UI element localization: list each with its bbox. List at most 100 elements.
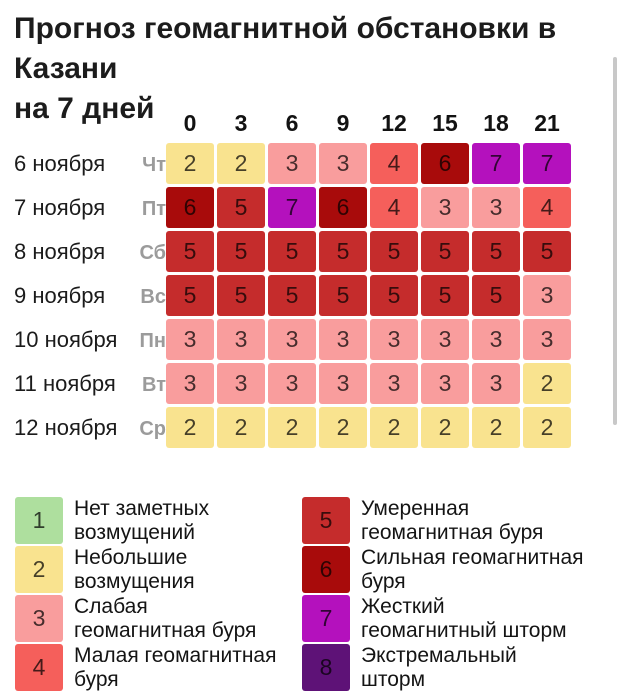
- legend-label: Жесткий геомагнитный шторм: [361, 595, 567, 643]
- legend-label-line: Слабая: [74, 595, 148, 618]
- legend-item: 2 Небольшие возмущения: [15, 546, 297, 594]
- weekday-label: Вс: [140, 285, 166, 308]
- legend-label-line: геомагнитная буря: [74, 619, 257, 642]
- kp-index-cell: 3: [319, 319, 367, 360]
- kp-index-cell: 5: [166, 231, 214, 272]
- legend-label-line: геомагнитный шторм: [361, 619, 567, 642]
- legend-label-line: буря: [74, 668, 119, 691]
- page-title: Прогноз геомагнитной обстановки в Казани…: [14, 9, 620, 129]
- legend-swatch: 7: [302, 595, 350, 642]
- table-row: 9 ноября Вс 5 5 5 5 5 5 5 3: [14, 275, 571, 316]
- kp-index-cell: 2: [166, 407, 214, 448]
- kp-index-cell: 2: [319, 407, 367, 448]
- legend-item: 6 Сильная геомагнитная буря: [302, 546, 618, 594]
- legend-item: 4 Малая геомагнитная буря: [15, 644, 297, 692]
- legend-label-line: возмущений: [74, 521, 195, 544]
- kp-index-cell: 2: [472, 407, 520, 448]
- legend-label-line: геомагнитная буря: [361, 521, 544, 544]
- legend-item: 3 Слабая геомагнитная буря: [15, 595, 297, 643]
- legend-label: Сильная геомагнитная буря: [361, 546, 584, 594]
- weekday-label: Пт: [141, 197, 166, 220]
- date-label: 10 ноября: [14, 326, 118, 352]
- vertical-scrollbar-thumb[interactable]: [613, 57, 617, 425]
- legend-label-line: Сильная геомагнитная: [361, 546, 584, 569]
- kp-index-cell: 3: [166, 319, 214, 360]
- date-label: 12 ноября: [14, 414, 118, 440]
- kp-index-cell: 6: [166, 187, 214, 228]
- kp-index-cell: 3: [370, 319, 418, 360]
- row-label: 12 ноября Ср: [14, 415, 166, 441]
- forecast-rows: 6 ноября Чт 2 2 3 3 4 6 7 7 7 ноября Пт 6 5 7 6 4 3 3 4 8 но…: [14, 143, 571, 451]
- legend-label-line: Жесткий: [361, 595, 445, 618]
- kp-index-cell: 5: [421, 231, 469, 272]
- kp-index-cell: 7: [268, 187, 316, 228]
- legend-label: Экстремальный шторм: [361, 644, 517, 692]
- legend-swatch: 4: [15, 644, 63, 691]
- weekday-label: Пн: [139, 329, 166, 352]
- table-row: 11 ноября Вт 3 3 3 3 3 3 3 2: [14, 363, 571, 404]
- kp-index-cell: 3: [268, 363, 316, 404]
- kp-index-cell: 3: [217, 363, 265, 404]
- kp-index-cell: 3: [523, 275, 571, 316]
- legend-label-line: возмущения: [74, 570, 195, 593]
- row-label: 10 ноября Пн: [14, 327, 166, 353]
- kp-index-cell: 4: [370, 143, 418, 184]
- legend-item: 5 Умеренная геомагнитная буря: [302, 497, 618, 545]
- kp-index-cell: 3: [472, 187, 520, 228]
- kp-index-cell: 4: [523, 187, 571, 228]
- legend-label: Небольшие возмущения: [74, 546, 195, 594]
- table-row: 7 ноября Пт 6 5 7 6 4 3 3 4: [14, 187, 571, 228]
- legend-swatch: 2: [15, 546, 63, 593]
- weekday-label: Вт: [142, 373, 166, 396]
- date-label: 7 ноября: [14, 194, 106, 220]
- kp-index-cell: 3: [217, 319, 265, 360]
- hour-label: 12: [381, 110, 407, 136]
- hour-label: 15: [432, 110, 458, 136]
- legend-swatch: 6: [302, 546, 350, 593]
- legend-swatch: 3: [15, 595, 63, 642]
- hour-label: 6: [285, 110, 299, 136]
- row-label: 7 ноября Пт: [14, 195, 166, 221]
- kp-index-cell: 3: [166, 363, 214, 404]
- kp-index-cell: 6: [421, 143, 469, 184]
- kp-index-cell: 3: [421, 363, 469, 404]
- table-row: 10 ноября Пн 3 3 3 3 3 3 3 3: [14, 319, 571, 360]
- kp-index-cell: 3: [319, 363, 367, 404]
- kp-index-cell: 3: [421, 319, 469, 360]
- kp-index-cell: 5: [319, 231, 367, 272]
- hour-label: 21: [534, 110, 560, 136]
- legend-label: Малая геомагнитная буря: [74, 644, 276, 692]
- legend-label: Нет заметных возмущений: [74, 497, 209, 545]
- legend-col-left: 1 Нет заметных возмущений 2 Небольшие возмуще…: [15, 497, 297, 693]
- legend-swatch: 8: [302, 644, 350, 691]
- kp-index-cell: 5: [370, 275, 418, 316]
- kp-index-cell: 3: [523, 319, 571, 360]
- kp-index-cell: 2: [166, 143, 214, 184]
- kp-index-cell: 2: [217, 143, 265, 184]
- kp-index-cell: 5: [268, 275, 316, 316]
- legend-swatch: 5: [302, 497, 350, 544]
- legend-label-line: Умеренная: [361, 497, 470, 520]
- legend-label-line: буря: [361, 570, 406, 593]
- kp-index-cell: 5: [523, 231, 571, 272]
- legend-label-line: шторм: [361, 668, 426, 691]
- kp-index-cell: 5: [217, 187, 265, 228]
- kp-index-cell: 3: [268, 319, 316, 360]
- kp-index-cell: 2: [421, 407, 469, 448]
- legend-label-line: Нет заметных: [74, 497, 210, 520]
- hours-header: 0 3 6 9 12 15 18 21: [166, 110, 571, 137]
- row-label: 8 ноября Сб: [14, 239, 166, 265]
- weekday-label: Ср: [139, 417, 166, 440]
- legend-label-line: Небольшие: [74, 546, 188, 569]
- legend-label-line: Малая геомагнитная: [74, 644, 277, 667]
- kp-index-cell: 3: [268, 143, 316, 184]
- legend-swatch: 1: [15, 497, 63, 544]
- date-label: 11 ноября: [14, 370, 116, 396]
- kp-index-cell: 5: [421, 275, 469, 316]
